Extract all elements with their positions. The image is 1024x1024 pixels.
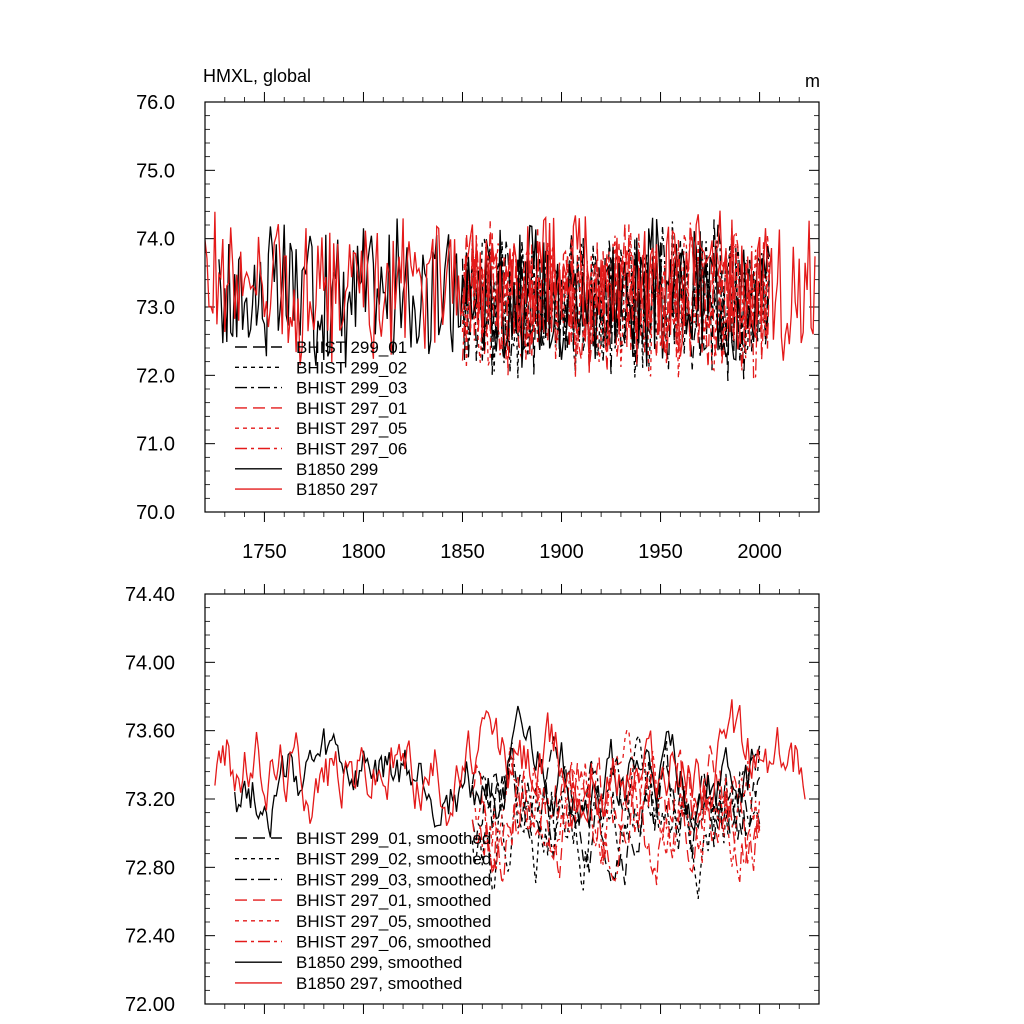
x-tick-label: 1800	[341, 541, 386, 563]
legend-label: BHIST 297_01	[296, 399, 407, 418]
legend-label: BHIST 299_03	[296, 379, 407, 398]
legend-label: BHIST 297_05, smoothed	[296, 912, 491, 931]
y-tick-label: 73.0	[136, 297, 175, 319]
legend-label: BHIST 297_01, smoothed	[296, 891, 491, 910]
bottom-series-group	[214, 699, 806, 899]
x-tick-label: 1950	[638, 541, 683, 563]
top-series-group	[205, 210, 816, 382]
top-chart-units: m	[805, 71, 820, 91]
y-tick-label: 72.00	[125, 994, 175, 1016]
top-plot-frame	[204, 101, 820, 513]
legend-label: BHIST 299_02, smoothed	[296, 850, 491, 869]
x-tick-label: 1850	[440, 541, 485, 563]
bottom-legend: BHIST 299_01, smoothed BHIST 299_02, smoo…	[235, 829, 491, 993]
y-tick-label: 72.80	[125, 857, 175, 879]
legend-label: B1850 297, smoothed	[296, 974, 462, 993]
y-tick-label: 73.20	[125, 789, 175, 811]
legend-label: B1850 297	[296, 480, 378, 499]
series-line-5	[471, 728, 761, 867]
y-tick-label: 72.0	[136, 365, 175, 387]
top-axes: 70.0 71.0 72.0 73.0 74.0 75.0 76.0 1750 1800 1850…	[136, 92, 819, 563]
series-line-8	[214, 699, 806, 827]
legend-label: BHIST 299_02	[296, 358, 407, 377]
y-tick-label: 74.40	[125, 584, 175, 606]
legend-label: BHIST 297_06	[296, 440, 407, 459]
bottom-axes: 72.00 72.40 72.80 73.20 73.60 74.00 74.40	[125, 584, 819, 1016]
legend-label: BHIST 297_05	[296, 419, 407, 438]
legend-label: B1850 299, smoothed	[296, 953, 462, 972]
y-tick-label: 74.00	[125, 652, 175, 674]
series-line-4	[471, 745, 761, 879]
x-tick-label: 2000	[737, 541, 782, 563]
y-tick-label: 76.0	[136, 92, 175, 114]
y-tick-label: 74.0	[136, 229, 175, 251]
series-line-6	[461, 222, 771, 382]
legend-label: BHIST 299_01, smoothed	[296, 829, 491, 848]
y-tick-label: 75.0	[136, 160, 175, 182]
series-line-7	[234, 705, 761, 838]
series-line-8	[205, 210, 816, 366]
series-line-6	[471, 761, 761, 886]
y-tick-label: 73.60	[125, 721, 175, 743]
bottom-panel: 72.00 72.40 72.80 73.20 73.60 74.00 74.40 BHIS…	[125, 584, 820, 1016]
x-tick-label: 1750	[242, 541, 287, 563]
legend-label: B1850 299	[296, 460, 378, 479]
series-line-3	[471, 741, 761, 858]
bottom-plot-frame	[204, 593, 820, 1005]
y-tick-label: 72.40	[125, 926, 175, 948]
y-tick-label: 70.0	[136, 502, 175, 524]
top-panel: HMXL, global m 70.071.072.073.074.075.07…	[136, 66, 820, 563]
legend-label: BHIST 297_06, smoothed	[296, 933, 491, 952]
legend-label: BHIST 299_01	[296, 338, 407, 357]
top-chart-title: HMXL, global	[203, 66, 311, 86]
x-tick-label: 1900	[539, 541, 584, 563]
y-tick-label: 71.0	[136, 434, 175, 456]
legend-label: BHIST 299_03, smoothed	[296, 870, 491, 889]
